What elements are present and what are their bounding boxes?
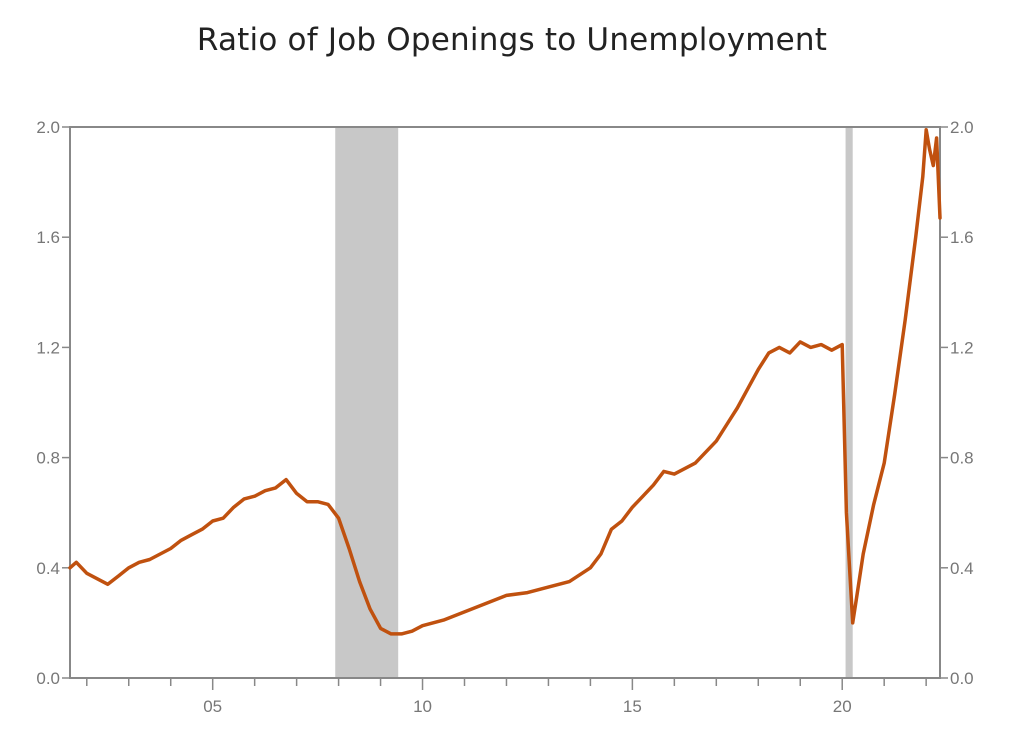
y-tick-label-right: 1.6 — [950, 228, 974, 247]
chart-title: Ratio of Job Openings to Unemployment — [196, 22, 828, 58]
x-tick-label: 10 — [413, 697, 432, 716]
plot-area-frame — [69, 126, 941, 679]
y-tick-label-left: 1.2 — [36, 338, 60, 357]
y-tick-label-left: 0.4 — [36, 559, 60, 578]
recession-band-2 — [845, 127, 853, 678]
x-tick-label: 15 — [623, 697, 642, 716]
y-tick-label-right: 0.4 — [950, 559, 974, 578]
y-tick-label-right: 0.0 — [950, 669, 974, 688]
x-tick-label: 20 — [833, 697, 852, 716]
y-tick-label-right: 2.0 — [950, 118, 974, 137]
y-tick-label-left: 1.6 — [36, 228, 60, 247]
job-openings-ratio-line — [68, 128, 942, 636]
x-axis-ticks: 05 10 15 20 — [86, 678, 927, 716]
y-tick-label-left: 0.0 — [36, 669, 60, 688]
recession-band-1 — [335, 127, 399, 678]
y-tick-label-left: 2.0 — [36, 118, 60, 137]
y-tick-label-right: 1.2 — [950, 338, 974, 357]
x-tick-label: 05 — [203, 697, 222, 716]
y-axis-ticks: 0.0 0.0 0.4 0.4 0.8 0.8 1.2 1.2 1.6 1.6 2.0 2.0 — [36, 118, 973, 688]
recession-shading-layer — [335, 127, 853, 678]
y-tick-label-right: 0.8 — [950, 449, 974, 468]
y-tick-label-left: 0.8 — [36, 449, 60, 468]
